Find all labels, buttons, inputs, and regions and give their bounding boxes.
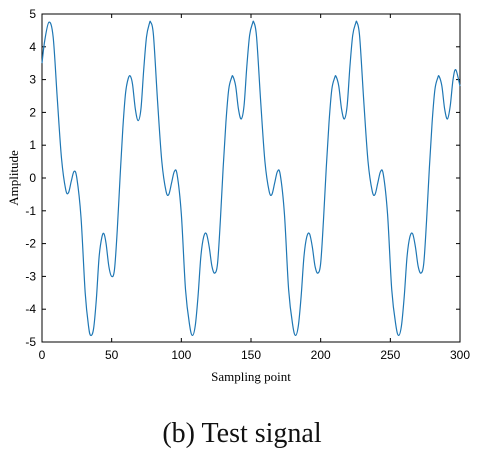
x-tick-label: 100 [171,348,191,362]
x-tick-label: 50 [105,348,119,362]
y-tick-label: 0 [29,171,36,185]
series-line [41,20,461,337]
x-axis-label: Sampling point [211,369,291,384]
y-tick-label: -5 [25,335,36,349]
y-tick-label: -2 [25,237,36,251]
x-tick-label: 250 [380,348,400,362]
y-tick-label: 1 [29,138,36,152]
axis-ticks: 0 50 100 150 200 250 300 -5 -4 -3 -2 -1 0 1 2 3 4 5 [25,7,470,362]
y-tick-label: 4 [29,40,36,54]
y-tick-label: -4 [25,302,36,316]
y-tick-label: -1 [25,204,36,218]
plot-area [41,13,461,343]
y-tick-label: 5 [29,7,36,21]
y-tick-label: -3 [25,269,36,283]
x-tick-label: 0 [39,348,46,362]
y-axis-label: Amplitude [6,150,21,206]
figure-caption: (b) Test signal [162,418,322,449]
y-tick-label: 2 [29,105,36,119]
x-tick-label: 150 [241,348,261,362]
x-tick-label: 200 [311,348,331,362]
x-tick-label: 300 [450,348,470,362]
y-tick-label: 3 [29,73,36,87]
